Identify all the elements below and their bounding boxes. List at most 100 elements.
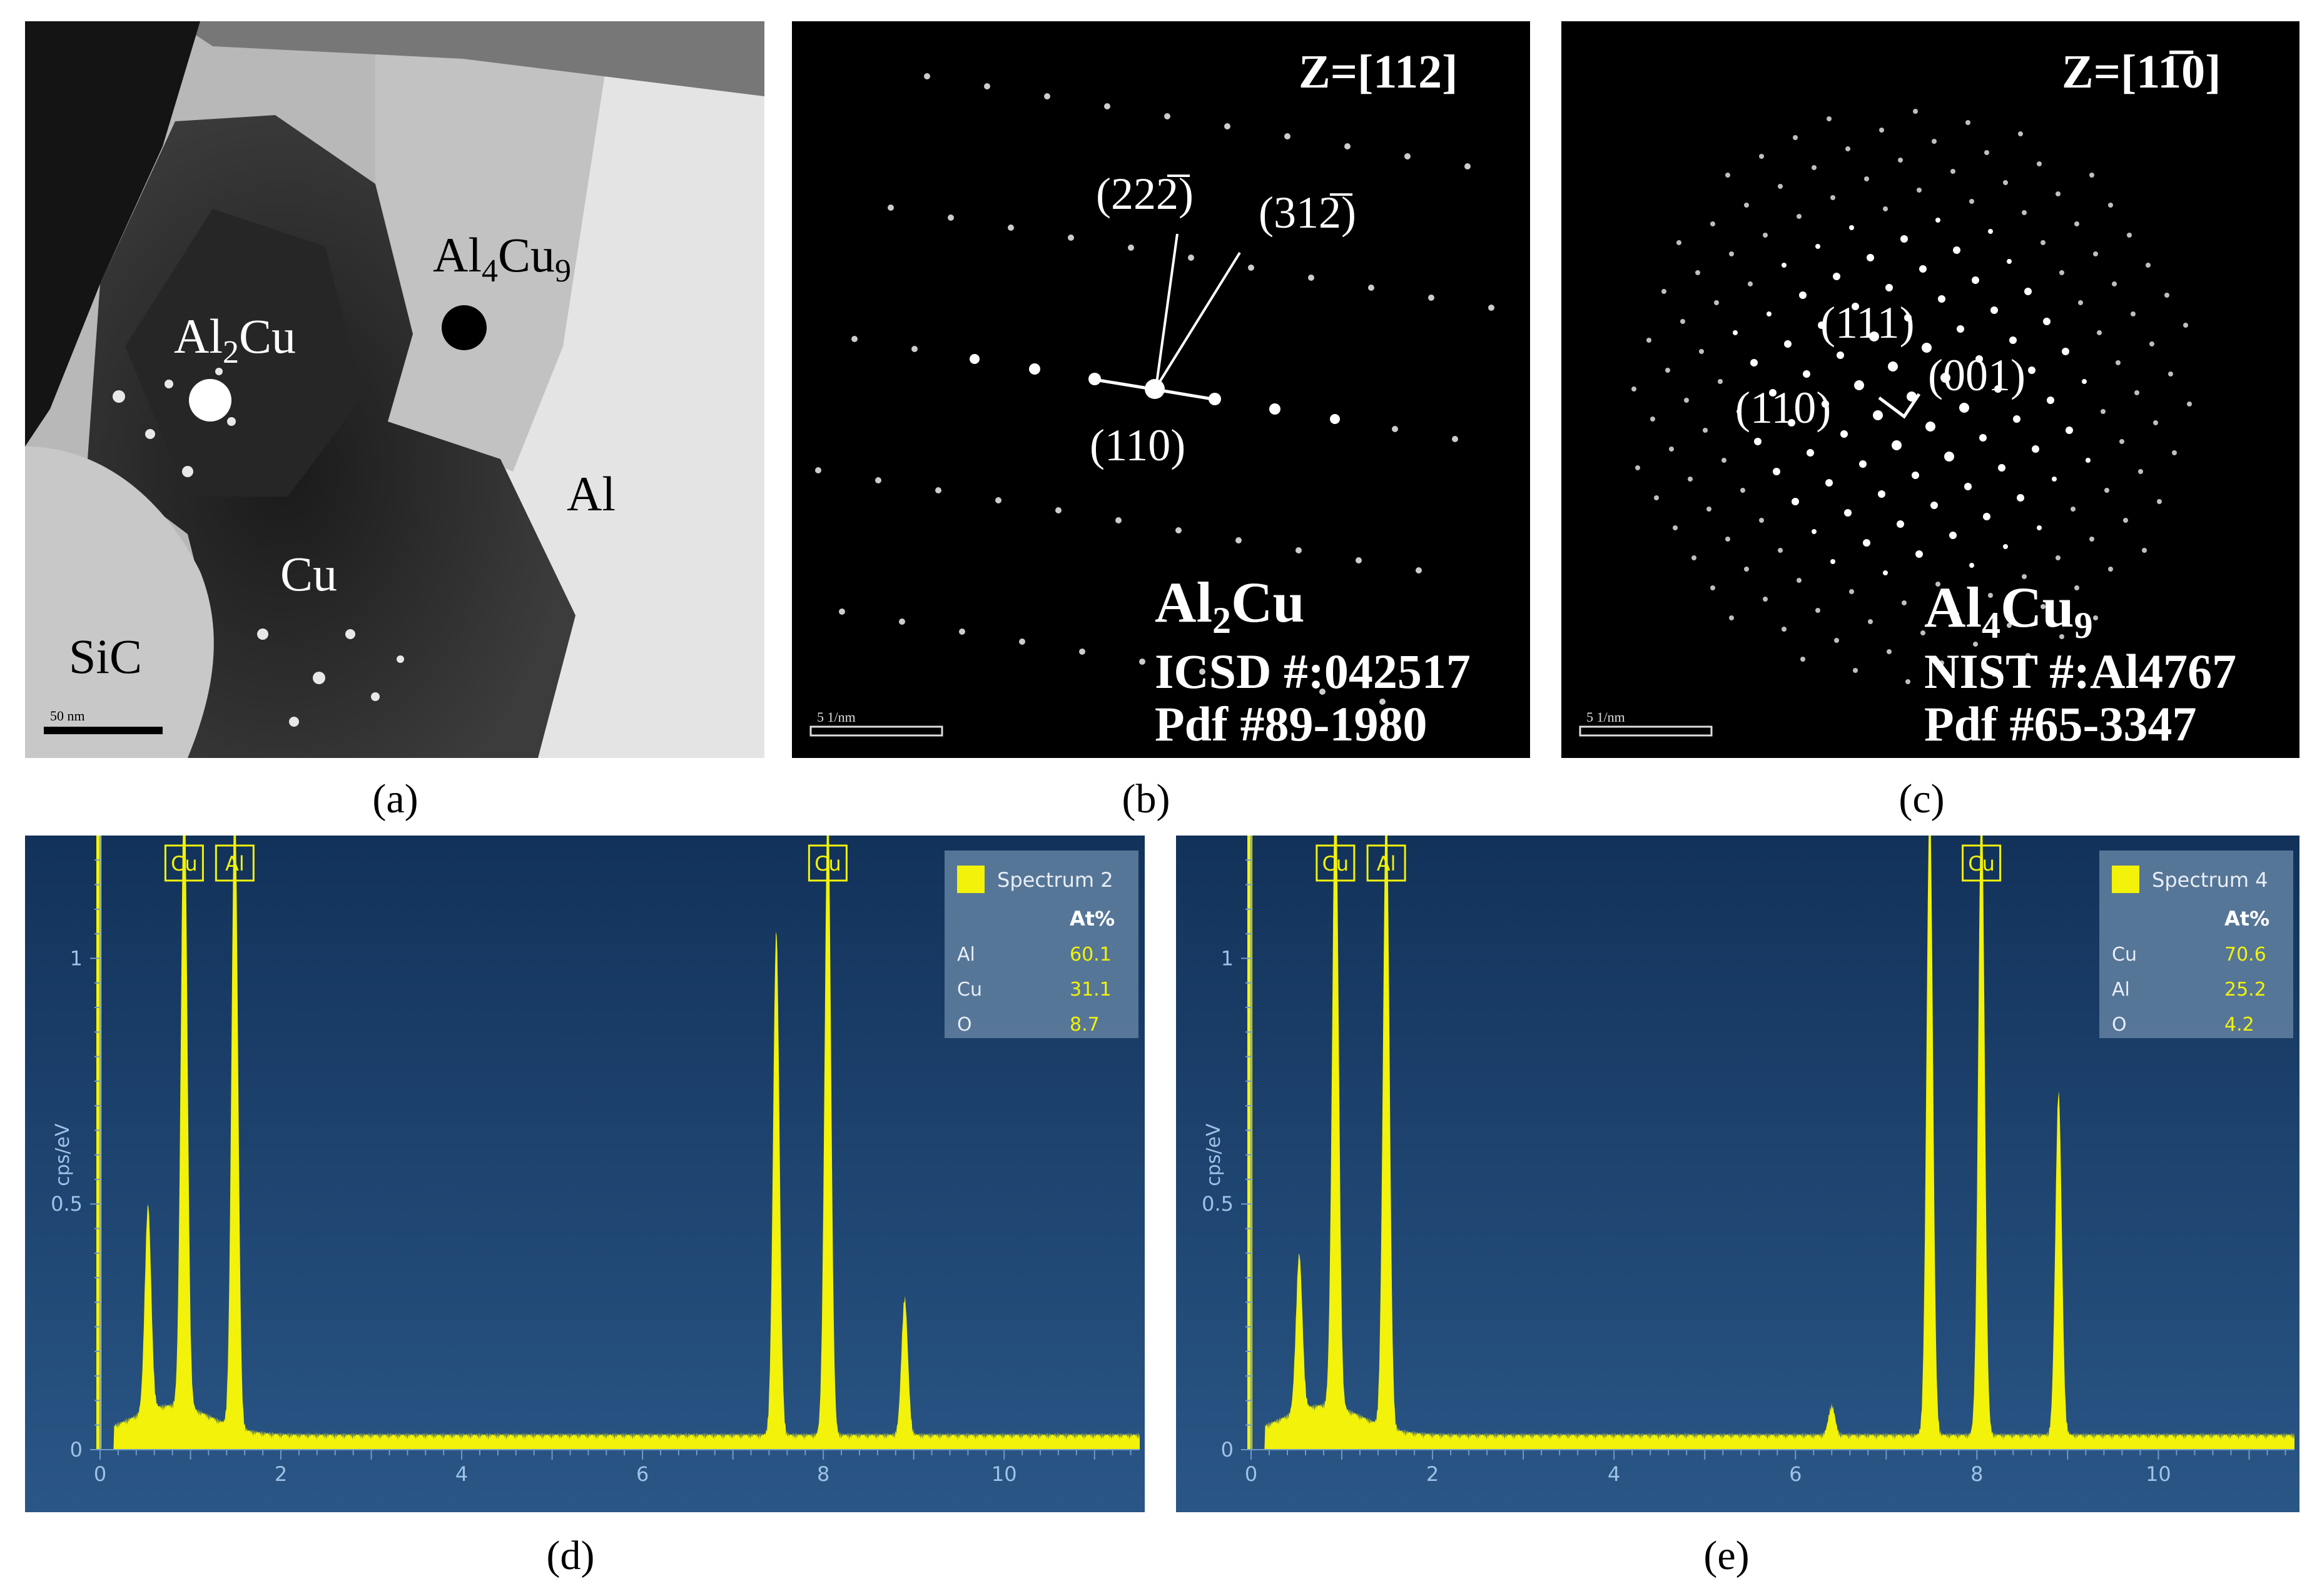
- db-ref-c: NIST #:Al4767: [1924, 644, 2236, 699]
- y-axis-label: cps/eV: [52, 1123, 74, 1186]
- diffraction-spot: [1330, 414, 1340, 424]
- diffraction-spot: [1834, 638, 1839, 643]
- diffraction-spot: [1684, 398, 1689, 403]
- diffraction-spot: [851, 336, 858, 342]
- caption-a: (a): [372, 776, 418, 822]
- diffraction-spot: [2022, 574, 2027, 579]
- diffraction-spot: [2108, 567, 2113, 572]
- diffraction-spot: [2059, 270, 2064, 275]
- diffraction-spot: [1919, 265, 1927, 273]
- y-axis-label: cps/eV: [1203, 1123, 1225, 1186]
- diffraction-spot: [2093, 251, 2098, 256]
- legend-series: Spectrum 4: [2152, 868, 2268, 892]
- diffraction-spot: [1650, 417, 1655, 422]
- legend-element: Cu: [2112, 944, 2137, 966]
- tem-micrograph: Al4Cu9 Al2Cu Al Cu SiC 50 nm: [25, 21, 764, 758]
- legend-swatch: [957, 866, 985, 893]
- diffraction-spot: [2168, 371, 2173, 376]
- diffraction-spot: [1885, 284, 1893, 291]
- diffraction-spot: [2134, 390, 2139, 395]
- diffraction-spot: [1721, 458, 1726, 463]
- diffraction-spot: [1938, 295, 1945, 303]
- diffraction-spot: [2007, 259, 2012, 264]
- diffraction-spot: [1905, 679, 1910, 684]
- diffraction-spot: [1248, 265, 1254, 271]
- diffraction-spot: [1464, 163, 1471, 169]
- spot-label-312: (312̅): [1259, 188, 1356, 238]
- diffraction-spot: [2022, 210, 2027, 215]
- db-ref-b: ICSD #:042517: [1155, 644, 1471, 699]
- diffraction-spot: [2089, 537, 2094, 542]
- diffraction-spot: [1128, 245, 1134, 251]
- diffraction-spot: [1859, 460, 1867, 468]
- diffraction-spot: [2059, 634, 2064, 639]
- diffraction-spot: [1898, 158, 1903, 163]
- diffraction-spot: [1308, 275, 1314, 281]
- diffraction-spot: [1830, 195, 1835, 200]
- diffraction-spot: [1703, 428, 1708, 433]
- peak-label-al: Al: [225, 852, 245, 876]
- diffraction-spot: [1840, 430, 1848, 438]
- scale-bar-c: [1579, 725, 1713, 737]
- x-tick-label: 0: [94, 1462, 106, 1486]
- diffraction-spot: [1844, 509, 1852, 517]
- diffraction-spot: [1979, 434, 1987, 442]
- diffraction-spot: [2013, 415, 2020, 423]
- diffraction-spot: [1950, 169, 1955, 174]
- diffraction-spot: [959, 629, 965, 635]
- diffraction-spot: [948, 215, 954, 221]
- diffraction-spot: [1830, 559, 1835, 564]
- diffraction-spot: [1849, 589, 1854, 594]
- diffraction-spot: [1714, 300, 1719, 305]
- diffraction-spot: [899, 619, 905, 625]
- scale-bar: [44, 727, 163, 734]
- diffraction-spot: [2037, 161, 2042, 166]
- diffraction-spot: [1404, 153, 1411, 159]
- diffraction-spot: [2052, 477, 2057, 482]
- diffraction-spot: [2172, 450, 2177, 455]
- diffraction-spot: [1669, 447, 1674, 452]
- scale-bar-text: 50 nm: [50, 708, 85, 724]
- peak-label-box: [164, 844, 204, 882]
- scale-bar-b: [809, 725, 943, 737]
- diffraction-spot: [1972, 276, 1979, 284]
- diffraction-spot: [1879, 128, 1884, 133]
- diffraction-spot: [1939, 660, 1944, 665]
- peak-label-box: [1316, 844, 1356, 882]
- diffraction-spot: [1782, 627, 1787, 632]
- label-al: Al: [567, 467, 616, 521]
- diffraction-spot: [2146, 263, 2151, 268]
- peak-label-box: [1962, 844, 2002, 882]
- diffraction-spot: [1800, 657, 1805, 662]
- diffraction-spot: [1199, 669, 1205, 675]
- diffraction-spot: [2123, 518, 2128, 523]
- diffraction-spot: [1718, 379, 1723, 384]
- diffraction-spot: [1729, 615, 1734, 620]
- diffraction-spot: [1944, 452, 1954, 462]
- diffraction-spot: [1812, 529, 1817, 534]
- x-tick-label: 6: [1789, 1462, 1802, 1486]
- x-tick-label: 2: [275, 1462, 287, 1486]
- diffraction-spot: [1915, 550, 1923, 558]
- diffraction-spot: [1833, 273, 1840, 280]
- diffraction-spot: [1988, 229, 1993, 234]
- diffraction-spot: [2066, 427, 2073, 434]
- diffraction-spot: [935, 487, 941, 493]
- diffraction-spot: [1319, 689, 1326, 695]
- legend-element: Al: [2112, 979, 2130, 1001]
- diffraction-spot: [911, 346, 918, 352]
- diffraction-spot: [1935, 582, 1940, 587]
- diffraction-spot: [888, 205, 894, 211]
- diffraction-spot: [1920, 630, 1925, 635]
- diffraction-spot: [1759, 518, 1764, 523]
- diffraction-spot: [1922, 343, 1932, 353]
- diffraction-spot: [1964, 483, 1972, 490]
- diffraction-spot: [1767, 311, 1772, 316]
- diffraction-spot: [1818, 321, 1825, 329]
- peak-label-cu: Cu: [1968, 852, 1995, 876]
- diffraction-spot: [2074, 221, 2079, 226]
- x-tick-label: 6: [636, 1462, 649, 1486]
- diffraction-spot: [1029, 363, 1040, 375]
- diffraction-spot: [2142, 548, 2147, 553]
- diffraction-spot: [1925, 422, 1935, 432]
